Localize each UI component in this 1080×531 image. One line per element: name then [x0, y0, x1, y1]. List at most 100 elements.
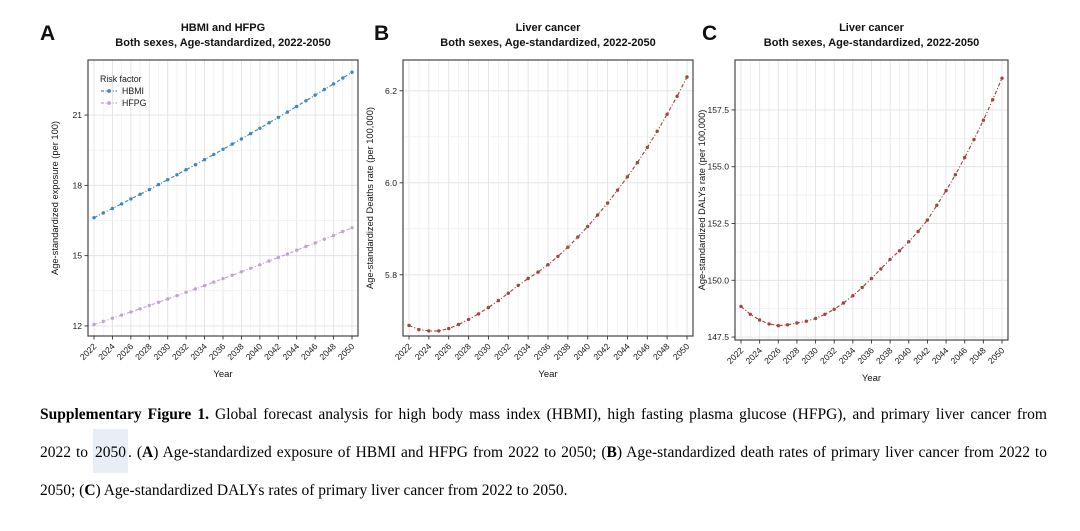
data-point — [860, 285, 864, 290]
data-point — [739, 304, 743, 309]
data-point — [981, 118, 986, 122]
data-point — [625, 175, 630, 179]
caption-bold-b: B — [606, 444, 617, 461]
data-point — [295, 248, 299, 252]
caption-line2-seg1: . ( — [128, 444, 143, 461]
y-tick-label: 155.0 — [707, 162, 729, 172]
chart-liver-cancer-dalys: 2022202420262028203020322034203620382040… — [698, 22, 1009, 384]
x-tick-label: 2050 — [986, 345, 1007, 366]
data-point — [202, 283, 207, 288]
data-point — [331, 233, 336, 238]
data-point — [248, 266, 253, 270]
x-tick-label: 2028 — [133, 341, 154, 362]
caption-line2-pre: 2022 to — [40, 444, 93, 461]
x-tick-label: 2038 — [552, 341, 573, 362]
y-tick-label: 152.5 — [707, 219, 729, 229]
caption-bold-c: C — [84, 482, 96, 499]
data-point — [138, 307, 142, 311]
x-tick-label: 2032 — [170, 341, 191, 362]
data-point — [230, 142, 234, 146]
caption-line3-seg2: ) Age-standardized DALYs rates of primar… — [95, 482, 568, 499]
data-point — [248, 131, 253, 136]
x-tick-label: 2022 — [393, 341, 414, 362]
x-tick-label: 2042 — [911, 345, 932, 366]
data-point — [239, 270, 244, 274]
data-point — [645, 145, 649, 150]
y-tick-label: 15 — [72, 251, 82, 261]
data-point — [341, 76, 345, 80]
y-axis-label: Age-standardized Deaths rate (per 100,00… — [366, 107, 375, 289]
x-tick-label: 2036 — [532, 341, 553, 362]
data-point — [925, 218, 930, 222]
data-point — [615, 188, 620, 192]
data-point — [92, 216, 96, 220]
caption-line-1: Supplementary Figure 1. Global forecast … — [40, 396, 1047, 434]
data-point — [486, 305, 491, 310]
data-point — [138, 192, 142, 196]
data-point — [963, 155, 967, 160]
x-tick-label: 2030 — [152, 341, 173, 362]
data-point — [879, 267, 883, 271]
x-axis-label: Year — [538, 369, 557, 380]
data-point — [212, 152, 216, 157]
x-tick-label: 2046 — [631, 341, 652, 362]
data-point — [566, 245, 570, 249]
data-point — [466, 317, 471, 322]
chart-subtitle: Both sexes, Age-standardized, 2022-2050 — [440, 37, 655, 49]
chart-liver-cancer-deaths: 2022 2024 2026 2028 2030 2032 2034 2036 2038 2040… — [366, 22, 694, 380]
legend-title: Risk factor — [100, 74, 142, 84]
data-point — [285, 110, 290, 114]
panel-letter-a: A — [40, 22, 56, 45]
y-tick-label: 21 — [72, 110, 82, 120]
x-tick-label: 2024 — [96, 341, 117, 362]
data-point — [322, 87, 327, 92]
x-tick-label: 2022 — [725, 345, 746, 366]
y-tick-label: 157.5 — [707, 105, 729, 115]
data-point — [258, 263, 262, 267]
data-point — [184, 290, 188, 294]
data-point — [897, 249, 902, 253]
data-point — [101, 319, 105, 324]
panel-letter-b: B — [374, 22, 390, 45]
x-tick-label: 2036 — [207, 341, 228, 362]
data-point — [147, 303, 151, 308]
data-point — [832, 307, 836, 311]
data-point — [907, 240, 911, 244]
data-point — [417, 327, 421, 332]
legend-key-point — [107, 89, 111, 93]
data-point — [888, 257, 892, 262]
data-point — [175, 173, 179, 177]
data-point — [175, 294, 179, 298]
data-point — [313, 93, 317, 97]
figure-caption: Supplementary Figure 1. Global forecast … — [40, 396, 1047, 510]
data-point — [276, 115, 280, 120]
x-tick-label: 2028 — [781, 345, 802, 366]
x-tick-label: 2044 — [930, 345, 951, 366]
data-point — [350, 226, 354, 230]
x-tick-label: 2038 — [225, 341, 246, 362]
data-point — [156, 182, 161, 187]
x-tick-label: 2044 — [281, 341, 302, 362]
data-point — [166, 297, 170, 301]
x-tick-label: 2042 — [262, 341, 283, 362]
data-point — [304, 99, 308, 103]
data-point — [1000, 76, 1004, 80]
data-point — [437, 329, 441, 333]
data-point — [944, 188, 948, 193]
data-point — [119, 202, 124, 206]
data-point — [675, 94, 679, 99]
y-tick-label: 6.0 — [385, 178, 397, 188]
legend-key-point — [107, 101, 111, 105]
data-point — [785, 323, 790, 327]
caption-figure-label: Supplementary Figure 1. — [40, 406, 209, 423]
x-tick-label: 2036 — [855, 345, 876, 366]
caption-line-2: 2022 to 2050. (A) Age-standardized expos… — [40, 429, 1047, 473]
data-point — [556, 254, 560, 259]
y-tick-label: 6.2 — [385, 86, 397, 96]
data-point — [823, 312, 827, 316]
x-tick-label: 2022 — [78, 341, 99, 362]
data-point — [748, 312, 752, 316]
x-tick-label: 2046 — [949, 345, 970, 366]
data-point — [595, 213, 600, 217]
x-tick-label: 2040 — [893, 345, 914, 366]
